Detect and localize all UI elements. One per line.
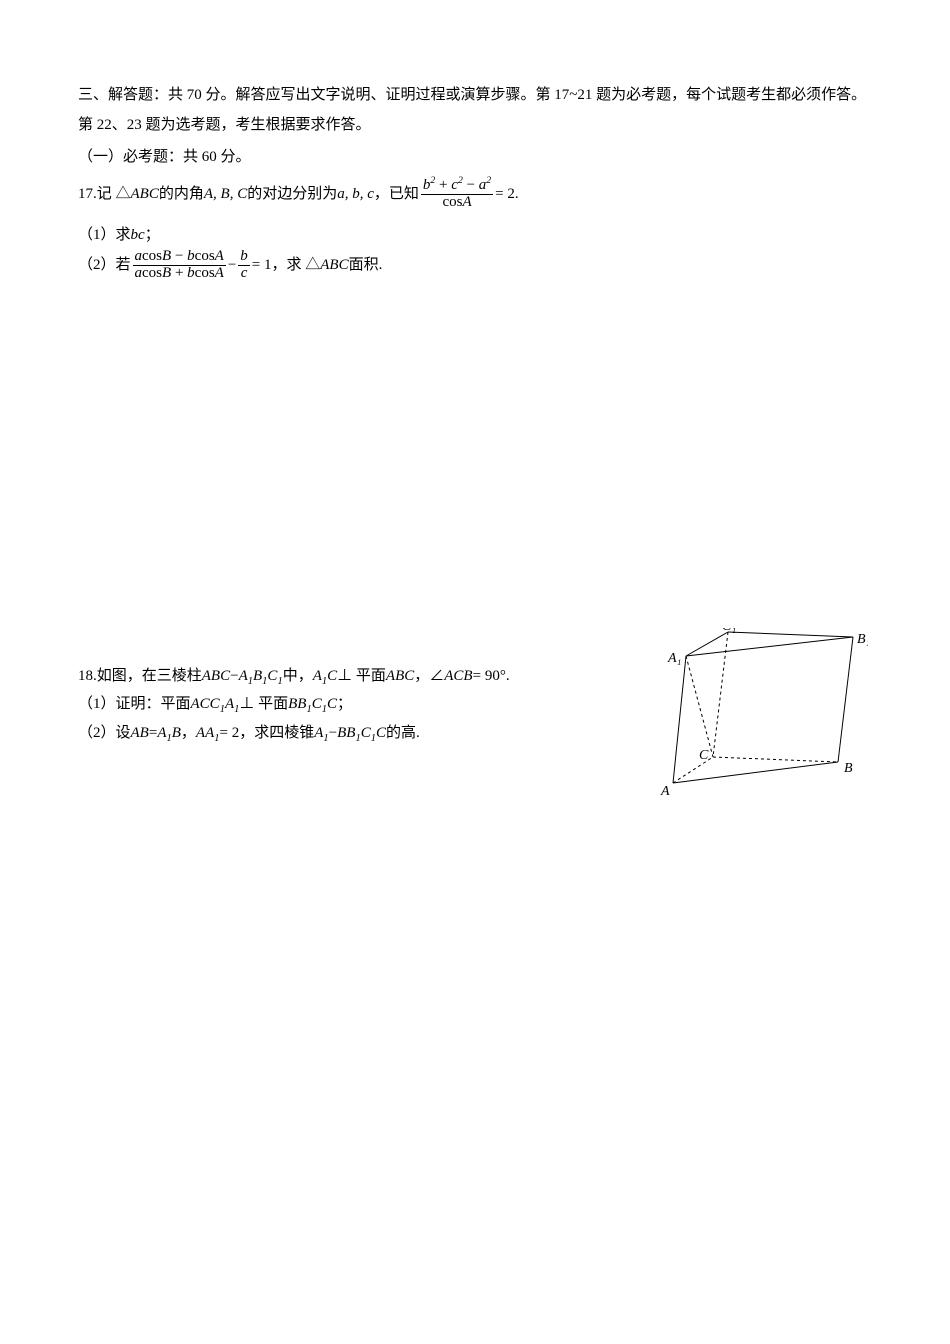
q18-p2-A1B: A1B xyxy=(157,719,181,748)
q17-frac1-num: b2 + c2 − a2 xyxy=(421,178,493,195)
q18-p2-AA1: AA1 xyxy=(196,719,220,748)
q17-angles: A, B, C xyxy=(204,180,247,209)
q17-triangle-abc: ABC xyxy=(131,180,159,209)
q18-p1-perp: ⊥ 平面 xyxy=(239,690,288,719)
page-root: 三、解答题：共 70 分。解答应写出文字说明、证明过程或演算步骤。第 17~21… xyxy=(0,0,950,787)
q17-f2-B2: B xyxy=(162,265,171,281)
q17-p1-bc: bc xyxy=(131,221,145,250)
q17-p2-minus: − xyxy=(228,251,236,280)
q18-p1-plane2: BB1C1C xyxy=(288,690,337,719)
svg-text:A₁: A₁ xyxy=(667,651,681,666)
q18-A1C: A1C xyxy=(313,662,337,691)
q18-svg: A₁ B₁ C₁ A B C xyxy=(658,628,868,798)
svg-text:C: C xyxy=(699,748,709,763)
q18-angle: ，∠ xyxy=(414,662,444,691)
q17-f2-cos1: cos xyxy=(142,248,162,264)
q17-f2-a1: a xyxy=(135,248,143,264)
q17-f2-A1: A xyxy=(215,248,224,264)
q17-f2-A2: A xyxy=(215,265,224,281)
q18-p1-pre: （1）证明：平面 xyxy=(78,690,191,719)
q17-frac3-num: b xyxy=(238,249,250,266)
q17-f2-b2: b xyxy=(187,265,195,281)
q17-stem: 17. 记 △ ABC 的内角 A, B, C 的对边分别为 a, b, c ，… xyxy=(78,178,872,211)
q17-text-4: ，已知 xyxy=(374,180,419,209)
q17-p2-area: 面积. xyxy=(349,251,383,280)
q17-f2-a2: a xyxy=(135,265,143,281)
q17-p2-abc: ABC xyxy=(320,251,348,280)
q17-sup3: 2 xyxy=(486,175,491,186)
q18-ABCp: ABC xyxy=(386,662,414,691)
q18-text-2: 中， xyxy=(283,662,313,691)
svg-text:B₁: B₁ xyxy=(857,632,868,647)
q18-perp1: ⊥ 平面 xyxy=(337,662,386,691)
q18-dash1: − xyxy=(230,662,238,691)
q17-p1-semi: ； xyxy=(145,221,160,250)
q17-text-3: 的对边分别为 xyxy=(247,180,337,209)
q17-part2: （2）若 acosB − bcosA acosB + bcosA − b c =… xyxy=(78,249,872,282)
q17-fraction-1: b2 + c2 − a2 cosA xyxy=(421,178,493,211)
section-header: 三、解答题：共 70 分。解答应写出文字说明、证明过程或演算步骤。第 17~21… xyxy=(78,80,872,140)
q17-fraction-2: acosB − bcosA acosB + bcosA xyxy=(133,249,226,282)
subsection-header: （一）必考题：共 60 分。 xyxy=(78,142,872,172)
q18-text-1: 如图，在三棱柱 xyxy=(97,662,202,691)
q18-p2-comma: ， xyxy=(181,719,196,748)
q18-p2-pre: （2）设 xyxy=(78,719,131,748)
q18-figure: A₁ B₁ C₁ A B C xyxy=(658,628,868,798)
q17-eq2: = 2. xyxy=(495,180,518,209)
q18-dash2: − xyxy=(329,719,337,748)
q17-p2-label: （2）若 xyxy=(78,251,131,280)
q18-p2-A1-2: A1 xyxy=(314,719,328,748)
q18-p1-plane1: ACC1A1 xyxy=(191,690,240,719)
svg-text:C₁: C₁ xyxy=(722,628,736,634)
q18-p2-eq2: = 2，求四棱锥 xyxy=(220,719,315,748)
q18-prism1: ABC xyxy=(202,662,230,691)
q17-c: c xyxy=(451,177,458,193)
q18-p2-AB: AB xyxy=(131,719,149,748)
q17-f2-minus: − xyxy=(171,248,187,264)
q17-plus1: + xyxy=(435,177,451,193)
q18-eq90: = 90°. xyxy=(473,662,510,691)
q17-part1: （1）求 bc ； xyxy=(78,221,872,250)
q17-p1-label: （1）求 xyxy=(78,221,131,250)
q17-frac2-num: acosB − bcosA xyxy=(133,249,226,266)
svg-text:B: B xyxy=(844,761,853,776)
q17-A1: A xyxy=(462,194,471,210)
q17-text-1: 记 △ xyxy=(97,180,131,209)
q17-f2-b1: b xyxy=(187,248,195,264)
q18-p1-semi: ； xyxy=(337,690,352,719)
q17-frac2-den: acosB + bcosA xyxy=(133,266,226,282)
q17-f2-cos4: cos xyxy=(195,265,215,281)
svg-text:A: A xyxy=(660,784,670,798)
q17-fraction-3: b c xyxy=(238,249,250,282)
q18-p2-end: 的高. xyxy=(386,719,420,748)
q17-frac1-den: cosA xyxy=(440,195,473,211)
q17-frac3-den: c xyxy=(239,266,250,282)
q18-A1: A1B1C1 xyxy=(239,662,283,691)
q18-number: 18. xyxy=(78,662,97,691)
q17-p2-eq1: = 1，求 △ xyxy=(252,251,320,280)
q17-f2-cos3: cos xyxy=(142,265,162,281)
q17-cos1: cos xyxy=(442,194,462,210)
q18-p2-base: BB1C1C xyxy=(337,719,386,748)
q17-f2-plus: + xyxy=(171,265,187,281)
q17-minus1: − xyxy=(463,177,479,193)
q17-f2-cos2: cos xyxy=(195,248,215,264)
q17-text-2: 的内角 xyxy=(159,180,204,209)
q17-f2-B1: B xyxy=(162,248,171,264)
q17-sides: a, b, c xyxy=(337,180,374,209)
spacer xyxy=(78,211,872,221)
q17-number: 17. xyxy=(78,180,97,209)
q18-ACB: ACB xyxy=(444,662,472,691)
